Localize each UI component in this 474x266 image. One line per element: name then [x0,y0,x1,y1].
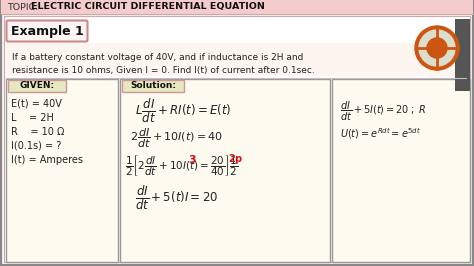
FancyBboxPatch shape [6,43,466,76]
FancyBboxPatch shape [6,79,118,262]
FancyBboxPatch shape [332,79,470,262]
Text: $2\dfrac{dI}{dt} + 10I(t) = 40$: $2\dfrac{dI}{dt} + 10I(t) = 40$ [130,126,223,150]
FancyBboxPatch shape [7,20,88,41]
Text: $U(t) = e^{Rdt} = e^{5dt}$: $U(t) = e^{Rdt} = e^{5dt}$ [340,127,421,142]
Text: If a battery constant voltage of 40V, and if inductance is 2H and: If a battery constant voltage of 40V, an… [12,53,303,63]
Text: $L\dfrac{dI}{dt} + RI(t) = E(t)$: $L\dfrac{dI}{dt} + RI(t) = E(t)$ [135,97,232,125]
Text: $\dfrac{dI}{dt} + 5I(t) = 20\;;\;R$: $\dfrac{dI}{dt} + 5I(t) = 20\;;\;R$ [340,99,427,123]
Text: TOPIC:: TOPIC: [7,2,42,11]
FancyBboxPatch shape [122,80,184,92]
Text: $\dfrac{dI}{dt} + 5(t)I = 20$: $\dfrac{dI}{dt} + 5(t)I = 20$ [135,184,218,212]
Circle shape [419,30,455,66]
Text: $\dfrac{1}{2}\left[2\dfrac{dI}{dt} + 10I(t) = \dfrac{20}{40}\right]\dfrac{1}{2}$: $\dfrac{1}{2}\left[2\dfrac{dI}{dt} + 10I… [125,153,238,178]
Circle shape [415,26,459,70]
Text: Example 1: Example 1 [10,24,83,38]
Text: I(t) = Amperes: I(t) = Amperes [11,155,83,165]
Text: Solution:: Solution: [130,81,176,90]
Text: $\mathbf{3}$: $\mathbf{3}$ [188,153,197,165]
FancyBboxPatch shape [8,80,66,92]
Text: resistance is 10 ohms, Given I = 0. Find I(t) of current after 0.1sec.: resistance is 10 ohms, Given I = 0. Find… [12,65,315,74]
Text: ELECTRIC CIRCUIT DIFFERENTIAL EQUATION: ELECTRIC CIRCUIT DIFFERENTIAL EQUATION [31,2,265,11]
FancyBboxPatch shape [455,19,470,91]
FancyBboxPatch shape [120,79,330,262]
Text: GIVEN:: GIVEN: [19,81,55,90]
Text: E(t) = 40V: E(t) = 40V [11,99,62,109]
Text: $\mathbf{2p}$: $\mathbf{2p}$ [228,152,244,166]
FancyBboxPatch shape [1,0,473,14]
Text: L    = 2H: L = 2H [11,113,54,123]
Circle shape [427,38,447,58]
Text: I(0.1s) = ?: I(0.1s) = ? [11,141,61,151]
Text: R    = 10 Ω: R = 10 Ω [11,127,64,137]
FancyBboxPatch shape [4,16,470,262]
